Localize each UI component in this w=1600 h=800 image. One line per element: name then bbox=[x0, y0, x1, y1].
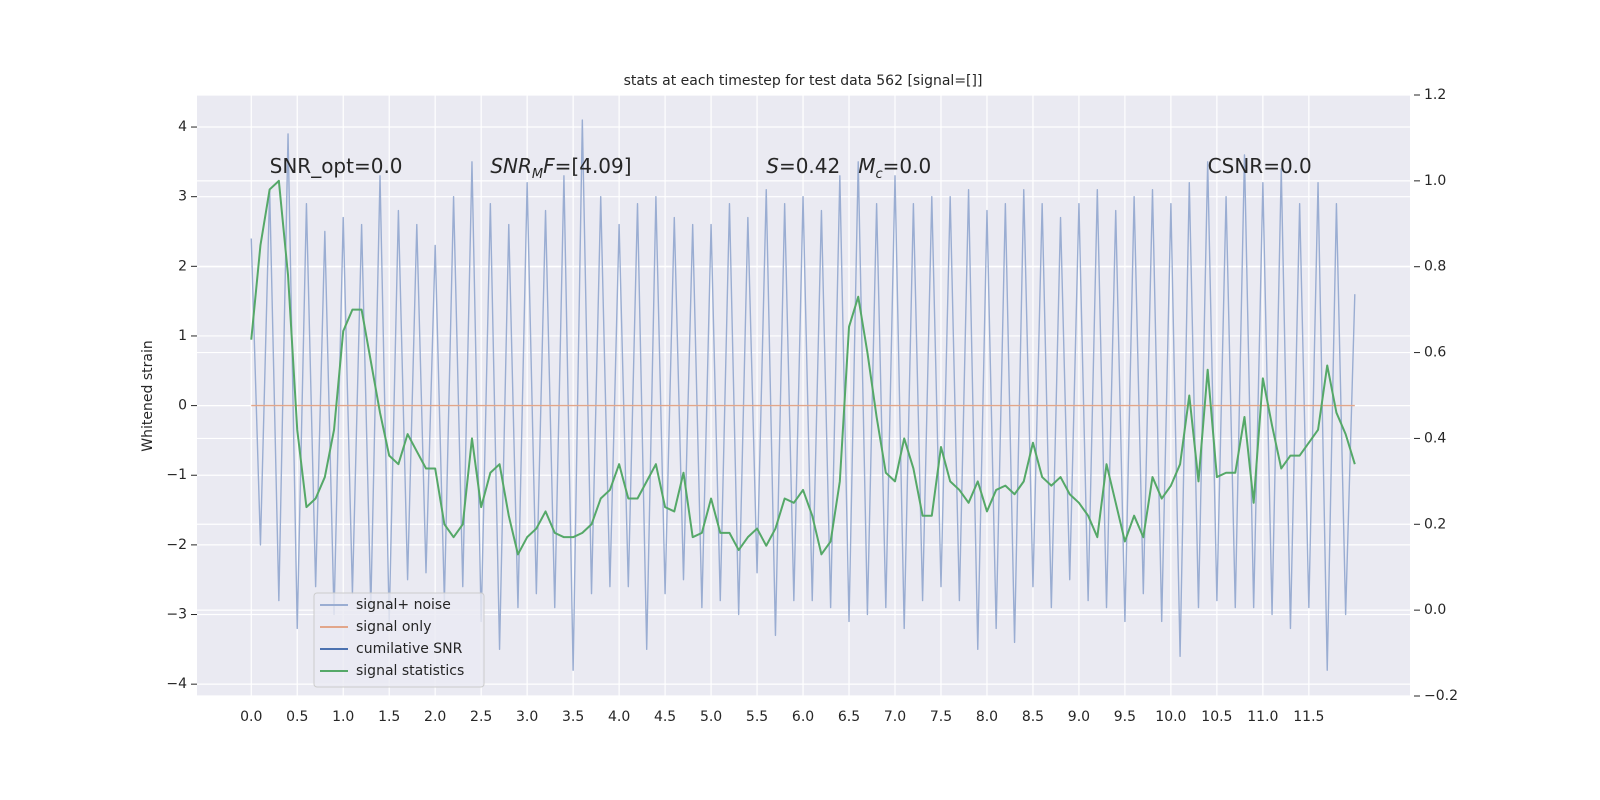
x-tick-label: 6.5 bbox=[838, 709, 860, 725]
x-tick-label: 3.0 bbox=[516, 709, 538, 725]
y2-tick-label: 0.2 bbox=[1424, 516, 1446, 532]
legend-label: signal statistics bbox=[356, 663, 464, 679]
y2-tick-label: 0.6 bbox=[1424, 345, 1446, 361]
x-tick-label: 4.0 bbox=[608, 709, 630, 725]
annotation: SNRMF=[4.09] bbox=[490, 154, 631, 182]
x-tick-label: 9.0 bbox=[1068, 709, 1090, 725]
x-tick-label: 5.0 bbox=[700, 709, 722, 725]
y-tick-label: −3 bbox=[166, 607, 187, 623]
y-tick-label: −2 bbox=[166, 537, 187, 553]
x-tick-label: 1.5 bbox=[378, 709, 400, 725]
chart-title: stats at each timestep for test data 562… bbox=[624, 73, 983, 89]
annotation-part: =[4.09] bbox=[555, 154, 632, 178]
y-tick-label: 0 bbox=[178, 398, 187, 414]
annotation-part: CSNR=0.0 bbox=[1208, 154, 1312, 178]
annotation-part: M bbox=[858, 154, 875, 178]
x-tick-label: 7.5 bbox=[930, 709, 952, 725]
legend-label: signal+ noise bbox=[356, 597, 451, 613]
annotation: CSNR=0.0 bbox=[1208, 154, 1312, 178]
y-tick-label: 4 bbox=[178, 119, 187, 135]
annotation-part: SNR bbox=[490, 154, 532, 178]
legend-label: cumilative SNR bbox=[356, 641, 463, 657]
annotation-part: =0.42 bbox=[779, 154, 840, 178]
y-axis-label: Whitened strain bbox=[140, 340, 156, 451]
x-tick-label: 5.5 bbox=[746, 709, 768, 725]
x-tick-label: 8.0 bbox=[976, 709, 998, 725]
annotation-part: S bbox=[766, 154, 779, 178]
legend-box bbox=[313, 592, 485, 688]
series-line bbox=[250, 119, 1356, 671]
y2-tick-label: 1.0 bbox=[1424, 173, 1446, 189]
x-tick-label: 11.5 bbox=[1293, 709, 1324, 725]
y-tick-label: −4 bbox=[166, 676, 187, 692]
annotation-part: SNR_opt=0.0 bbox=[270, 154, 403, 178]
x-tick-label: 0.0 bbox=[240, 709, 262, 725]
y-tick-label: 3 bbox=[178, 189, 187, 205]
x-tick-label: 10.0 bbox=[1155, 709, 1186, 725]
x-tick-label: 11.0 bbox=[1247, 709, 1278, 725]
marks bbox=[250, 119, 1356, 671]
y-tick-label: −1 bbox=[166, 467, 187, 483]
y2-tick-label: 1.2 bbox=[1424, 87, 1446, 103]
annotation-part: M bbox=[532, 167, 543, 182]
y2-tick-label: 0.4 bbox=[1424, 430, 1446, 446]
x-tick-label: 6.0 bbox=[792, 709, 814, 725]
x-tick-label: 2.0 bbox=[424, 709, 446, 725]
y-tick-label: 2 bbox=[178, 258, 187, 274]
legend-label: signal only bbox=[356, 619, 431, 635]
x-tick-label: 2.5 bbox=[470, 709, 492, 725]
x-tick-label: 4.5 bbox=[654, 709, 676, 725]
annotation: SNR_opt=0.0 bbox=[270, 154, 403, 178]
annotation: Mc=0.0 bbox=[858, 154, 931, 182]
x-tick-label: 3.5 bbox=[562, 709, 584, 725]
x-tick-label: 10.5 bbox=[1201, 709, 1232, 725]
y2-tick-label: −0.2 bbox=[1424, 688, 1458, 704]
x-tick-label: 0.5 bbox=[286, 709, 308, 725]
annotation: S=0.42 bbox=[766, 154, 840, 178]
x-tick-label: 8.5 bbox=[1022, 709, 1044, 725]
y-tick-label: 1 bbox=[178, 328, 187, 344]
x-tick-label: 7.0 bbox=[884, 709, 906, 725]
annotation-part: c bbox=[875, 167, 882, 182]
annotations: SNR_opt=0.0 SNRMF=[4.09] S=0.42 Mc=0.0 CSNR=… bbox=[270, 154, 1312, 182]
y2-tick-label: 0.0 bbox=[1424, 602, 1446, 618]
annotation-part: =0.0 bbox=[883, 154, 932, 178]
legend: signal+ noise signal only cumilative SNR si… bbox=[313, 592, 485, 688]
series-line bbox=[250, 179, 1356, 556]
annotation-part: F bbox=[543, 154, 555, 178]
x-tick-label: 1.0 bbox=[332, 709, 354, 725]
x-tick-label: 9.5 bbox=[1114, 709, 1136, 725]
y2-tick-label: 0.8 bbox=[1424, 259, 1446, 275]
